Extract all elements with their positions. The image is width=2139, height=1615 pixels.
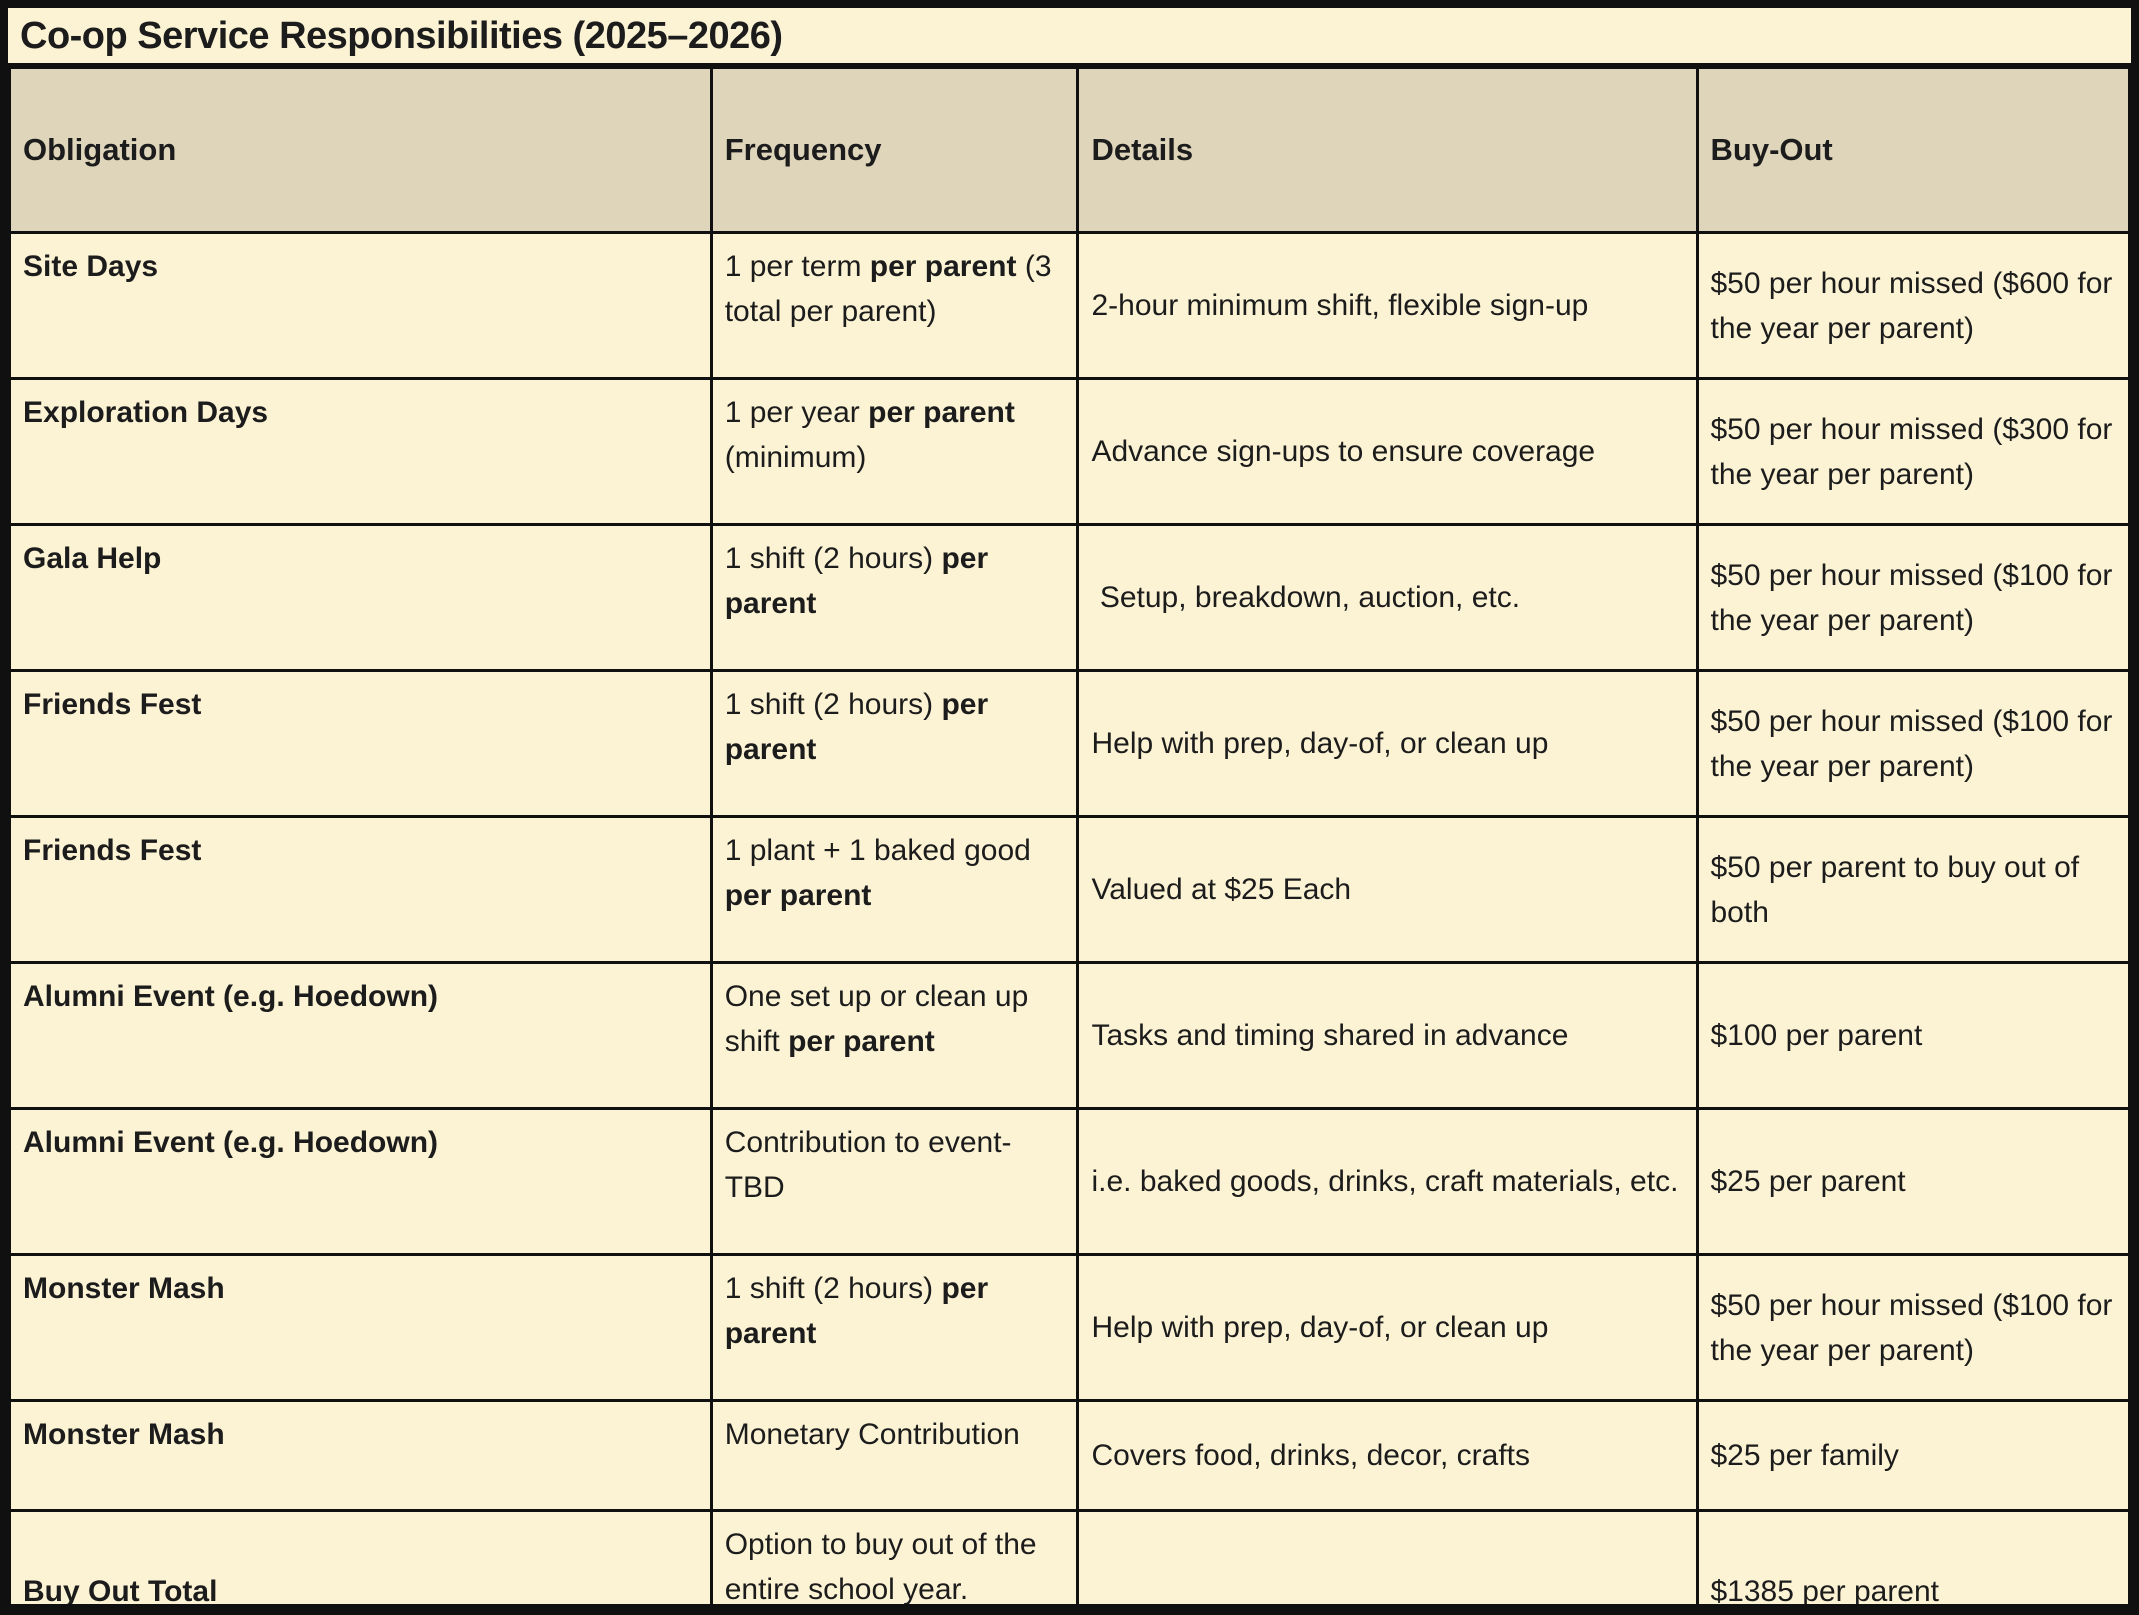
column-header-obligation: Obligation [8, 66, 713, 234]
buyout-cell: $50 per hour missed ($100 for the year p… [1695, 669, 2131, 818]
table-row: Gala Help 1 shift (2 hours) per parent S… [8, 523, 2131, 672]
column-header-frequency: Frequency [709, 66, 1080, 234]
title-bar: Co-op Service Responsibilities (2025–202… [8, 8, 2131, 66]
table-row: Friends Fest 1 shift (2 hours) per paren… [8, 669, 2131, 818]
page-title: Co-op Service Responsibilities (2025–202… [20, 15, 783, 57]
column-header-details: Details [1076, 66, 1699, 234]
obligation-cell: Alumni Event (e.g. Hoedown) [8, 1107, 713, 1256]
header-row: Obligation Frequency Details Buy-Out [8, 66, 2131, 234]
buyout-cell: $25 per family [1695, 1399, 2131, 1512]
details-cell: Covers food, drinks, decor, crafts [1076, 1399, 1699, 1512]
details-cell: 2-hour minimum shift, flexible sign-up [1076, 231, 1699, 380]
table-row: Site Days 1 per term per parent (3 total… [8, 231, 2131, 380]
table-row: Exploration Days 1 per year per parent (… [8, 377, 2131, 526]
obligation-cell: Buy Out Total [8, 1509, 713, 1604]
buyout-cell: $50 per hour missed ($100 for the year p… [1695, 1253, 2131, 1402]
obligation-cell: Monster Mash [8, 1399, 713, 1512]
buyout-cell: $1385 per parent [1695, 1509, 2131, 1604]
frequency-cell: 1 shift (2 hours) per parent [709, 669, 1080, 818]
details-cell: Help with prep, day-of, or clean up [1076, 1253, 1699, 1402]
table-row: Friends Fest 1 plant + 1 baked good per … [8, 815, 2131, 964]
table-row: Monster Mash Monetary Contribution Cover… [8, 1399, 2131, 1512]
buyout-cell: $50 per hour missed ($100 for the year p… [1695, 523, 2131, 672]
frequency-cell: 1 shift (2 hours) per parent [709, 1253, 1080, 1402]
buyout-cell: $50 per hour missed ($300 for the year p… [1695, 377, 2131, 526]
obligation-cell: Site Days [8, 231, 713, 380]
table-row: Alumni Event (e.g. Hoedown) Contribution… [8, 1107, 2131, 1256]
responsibilities-table: Obligation Frequency Details Buy-Out Sit… [8, 66, 2131, 1604]
buyout-cell: $100 per parent [1695, 961, 2131, 1110]
obligation-cell: Monster Mash [8, 1253, 713, 1402]
table-row: Buy Out Total Option to buy out of the e… [8, 1509, 2131, 1604]
details-cell: Advance sign-ups to ensure coverage [1076, 377, 1699, 526]
details-cell: Valued at $25 Each [1076, 815, 1699, 964]
frequency-cell: 1 plant + 1 baked good per parent [709, 815, 1080, 964]
frequency-cell: One set up or clean up shift per parent [709, 961, 1080, 1110]
table-row: Alumni Event (e.g. Hoedown) One set up o… [8, 961, 2131, 1110]
buyout-cell: $50 per parent to buy out of both [1695, 815, 2131, 964]
obligation-cell: Friends Fest [8, 815, 713, 964]
frequency-cell: 1 per term per parent (3 total per paren… [709, 231, 1080, 380]
details-cell: i.e. baked goods, drinks, craft material… [1076, 1107, 1699, 1256]
details-cell: Help with prep, day-of, or clean up [1076, 669, 1699, 818]
table-row: Monster Mash 1 shift (2 hours) per paren… [8, 1253, 2131, 1402]
frequency-cell: Option to buy out of the entire school y… [709, 1509, 1080, 1604]
buyout-cell: $25 per parent [1695, 1107, 2131, 1256]
frequency-cell: 1 per year per parent (minimum) [709, 377, 1080, 526]
column-header-buyout: Buy-Out [1695, 66, 2131, 234]
obligation-cell: Alumni Event (e.g. Hoedown) [8, 961, 713, 1110]
obligation-cell: Friends Fest [8, 669, 713, 818]
details-cell [1076, 1509, 1699, 1604]
frequency-cell: 1 shift (2 hours) per parent [709, 523, 1080, 672]
buyout-cell: $50 per hour missed ($600 for the year p… [1695, 231, 2131, 380]
frequency-cell: Contribution to event-TBD [709, 1107, 1080, 1256]
obligation-cell: Gala Help [8, 523, 713, 672]
details-cell: Setup, breakdown, auction, etc. [1076, 523, 1699, 672]
obligation-cell: Exploration Days [8, 377, 713, 526]
details-cell: Tasks and timing shared in advance [1076, 961, 1699, 1110]
frequency-cell: Monetary Contribution [709, 1399, 1080, 1512]
